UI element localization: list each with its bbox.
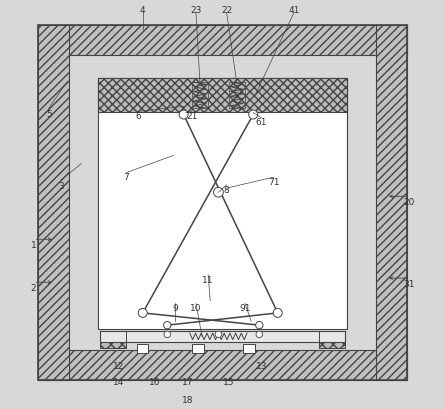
Bar — [100, 331, 126, 348]
Text: 17: 17 — [182, 378, 194, 387]
Circle shape — [164, 331, 170, 338]
Circle shape — [249, 110, 258, 119]
Text: 5: 5 — [46, 110, 52, 119]
Circle shape — [164, 321, 171, 329]
Text: 9: 9 — [173, 304, 178, 313]
Text: 10: 10 — [190, 304, 202, 313]
Text: 23: 23 — [190, 6, 202, 15]
Text: 21: 21 — [186, 112, 198, 121]
Text: 31: 31 — [403, 280, 414, 289]
Circle shape — [255, 321, 263, 329]
Bar — [100, 331, 126, 348]
Bar — [319, 331, 345, 348]
Circle shape — [256, 331, 263, 338]
Text: 61: 61 — [255, 118, 267, 127]
Text: 2: 2 — [31, 284, 36, 293]
Bar — [98, 78, 347, 112]
Text: 16: 16 — [149, 378, 161, 387]
Text: 1: 1 — [31, 241, 36, 250]
Text: 18: 18 — [182, 396, 194, 405]
Bar — [38, 25, 407, 55]
Text: 14: 14 — [113, 378, 124, 387]
Bar — [38, 25, 407, 380]
Bar — [192, 82, 208, 108]
Bar — [137, 344, 149, 353]
Bar — [98, 78, 347, 329]
Bar — [376, 25, 407, 380]
Bar — [319, 331, 345, 348]
Circle shape — [273, 308, 282, 317]
Text: 13: 13 — [255, 362, 267, 371]
Text: 7: 7 — [124, 173, 129, 182]
Text: 15: 15 — [223, 378, 235, 387]
Text: 3: 3 — [58, 182, 64, 191]
Text: 41: 41 — [288, 6, 300, 15]
Text: 12: 12 — [113, 362, 124, 371]
Circle shape — [215, 331, 222, 338]
Bar — [38, 350, 407, 380]
Text: 20: 20 — [403, 198, 414, 207]
Bar — [100, 331, 345, 342]
Circle shape — [179, 110, 188, 119]
Text: 6: 6 — [136, 112, 142, 121]
Text: 71: 71 — [268, 178, 279, 187]
Bar — [192, 344, 204, 353]
Circle shape — [138, 308, 147, 317]
Bar — [229, 82, 245, 108]
Text: 8: 8 — [224, 186, 230, 195]
Bar — [98, 78, 347, 112]
Text: 91: 91 — [239, 304, 251, 313]
Text: 4: 4 — [140, 6, 146, 15]
Text: 11: 11 — [202, 276, 214, 285]
Circle shape — [214, 187, 223, 197]
Bar — [243, 344, 255, 353]
Bar — [38, 25, 69, 380]
Text: 22: 22 — [221, 6, 232, 15]
